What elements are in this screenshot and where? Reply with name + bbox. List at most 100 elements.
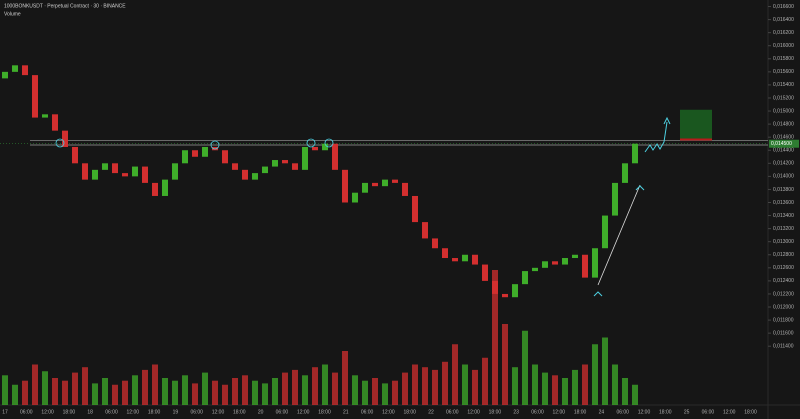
y-tick-label: 0,015800 bbox=[773, 56, 794, 62]
y-tick-label: 0,013600 bbox=[773, 200, 794, 206]
x-tick-label: 18 bbox=[87, 409, 93, 415]
candle-body bbox=[152, 182, 158, 196]
candle-body bbox=[412, 195, 418, 223]
candle-body bbox=[562, 258, 568, 265]
candle-body bbox=[422, 222, 428, 239]
candle-body bbox=[182, 150, 188, 164]
volume-bar bbox=[242, 375, 248, 405]
x-tick-label: 06:00 bbox=[105, 409, 118, 415]
volume-bar bbox=[472, 369, 478, 405]
candle-body bbox=[432, 238, 438, 249]
volume-bar bbox=[132, 375, 138, 405]
x-tick-label: 06:00 bbox=[361, 409, 374, 415]
candle-body bbox=[342, 169, 348, 203]
x-tick-label: 12:00 bbox=[467, 409, 480, 415]
candle-body bbox=[592, 248, 598, 278]
volume-bar bbox=[502, 324, 508, 405]
candle-body bbox=[312, 146, 318, 151]
volume-bar bbox=[102, 378, 108, 405]
x-tick-label: 06:00 bbox=[276, 409, 289, 415]
x-tick-label: 12:00 bbox=[41, 409, 54, 415]
trend-line bbox=[597, 184, 641, 286]
x-tick-label: 06:00 bbox=[531, 409, 544, 415]
x-tick-label: 23 bbox=[513, 409, 519, 415]
y-tick-label: 0,013800 bbox=[773, 187, 794, 193]
y-tick-label: 0,015000 bbox=[773, 108, 794, 114]
x-tick-label: 19 bbox=[173, 409, 179, 415]
candle-body bbox=[452, 258, 458, 262]
candle-body bbox=[522, 271, 528, 285]
candle-body bbox=[612, 182, 618, 216]
x-tick-label: 06:00 bbox=[446, 409, 459, 415]
volume-bar bbox=[182, 375, 188, 405]
y-tick-label: 0,012000 bbox=[773, 304, 794, 310]
x-tick-label: 18:00 bbox=[744, 409, 757, 415]
candle-body bbox=[472, 254, 478, 265]
candle-body bbox=[352, 192, 358, 203]
candle-body bbox=[302, 146, 308, 170]
candle-body bbox=[112, 163, 118, 174]
volume-layer bbox=[2, 270, 638, 405]
y-tick-label: 0,012200 bbox=[773, 291, 794, 297]
y-tick-label: 0,012400 bbox=[773, 278, 794, 284]
candle-body bbox=[632, 143, 638, 164]
candle-body bbox=[502, 293, 508, 298]
indicator-title: Volume bbox=[4, 11, 21, 17]
volume-bar bbox=[162, 378, 168, 405]
y-tick-label: 0,016200 bbox=[773, 30, 794, 36]
volume-bar bbox=[302, 375, 308, 405]
candle-body bbox=[382, 179, 388, 187]
candle-body bbox=[322, 143, 328, 151]
y-tick-label: 0,011600 bbox=[773, 330, 794, 336]
y-tick-label: 0,011400 bbox=[773, 344, 794, 350]
x-tick-label: 12:00 bbox=[553, 409, 566, 415]
candle-body bbox=[482, 264, 488, 281]
candle-body bbox=[512, 284, 518, 298]
volume-bar bbox=[612, 364, 618, 405]
candle-body bbox=[572, 254, 578, 259]
y-tick-label: 0,014200 bbox=[773, 161, 794, 167]
y-tick-label: 0,015600 bbox=[773, 69, 794, 75]
volume-bar bbox=[272, 378, 278, 405]
volume-bar bbox=[92, 383, 98, 405]
x-tick-label: 06:00 bbox=[702, 409, 715, 415]
y-tick-label: 0,011800 bbox=[773, 317, 794, 323]
volume-bar bbox=[592, 344, 598, 405]
y-tick-label: 0,012600 bbox=[773, 265, 794, 271]
candle-body bbox=[362, 182, 368, 193]
candle-body bbox=[202, 146, 208, 157]
volume-bar bbox=[332, 372, 338, 405]
volume-bar bbox=[282, 372, 288, 405]
candle-body bbox=[172, 163, 178, 180]
volume-bar bbox=[222, 384, 228, 405]
volume-bar bbox=[432, 369, 438, 405]
volume-bar bbox=[232, 378, 238, 405]
x-tick-label: 18:00 bbox=[318, 409, 331, 415]
volume-bar bbox=[372, 378, 378, 405]
volume-bar bbox=[22, 380, 28, 405]
volume-bar bbox=[482, 357, 488, 405]
volume-bar bbox=[42, 371, 48, 405]
candle-body bbox=[292, 163, 298, 170]
x-tick-label: 12:00 bbox=[127, 409, 140, 415]
y-tick-label: 0,015400 bbox=[773, 82, 794, 88]
y-tick-label: 0,013400 bbox=[773, 213, 794, 219]
chart-title: 1000BONKUSDT · Perpetual Contract · 30 ·… bbox=[4, 3, 126, 9]
volume-bar bbox=[492, 270, 498, 405]
low-marker bbox=[635, 185, 645, 191]
volume-bar bbox=[382, 383, 388, 405]
x-tick-label: 18:00 bbox=[489, 409, 502, 415]
y-tick-label: 0,014400 bbox=[773, 148, 794, 154]
volume-bar bbox=[522, 330, 528, 405]
volume-bar bbox=[62, 380, 68, 405]
x-tick-label: 18:00 bbox=[63, 409, 76, 415]
y-tick-label: 0,013000 bbox=[773, 239, 794, 245]
candle-body bbox=[92, 169, 98, 180]
candle-body bbox=[492, 280, 498, 294]
touch-marker bbox=[210, 140, 220, 150]
candle-body bbox=[192, 150, 198, 157]
candle-body bbox=[62, 130, 68, 147]
x-tick-label: 18:00 bbox=[659, 409, 672, 415]
